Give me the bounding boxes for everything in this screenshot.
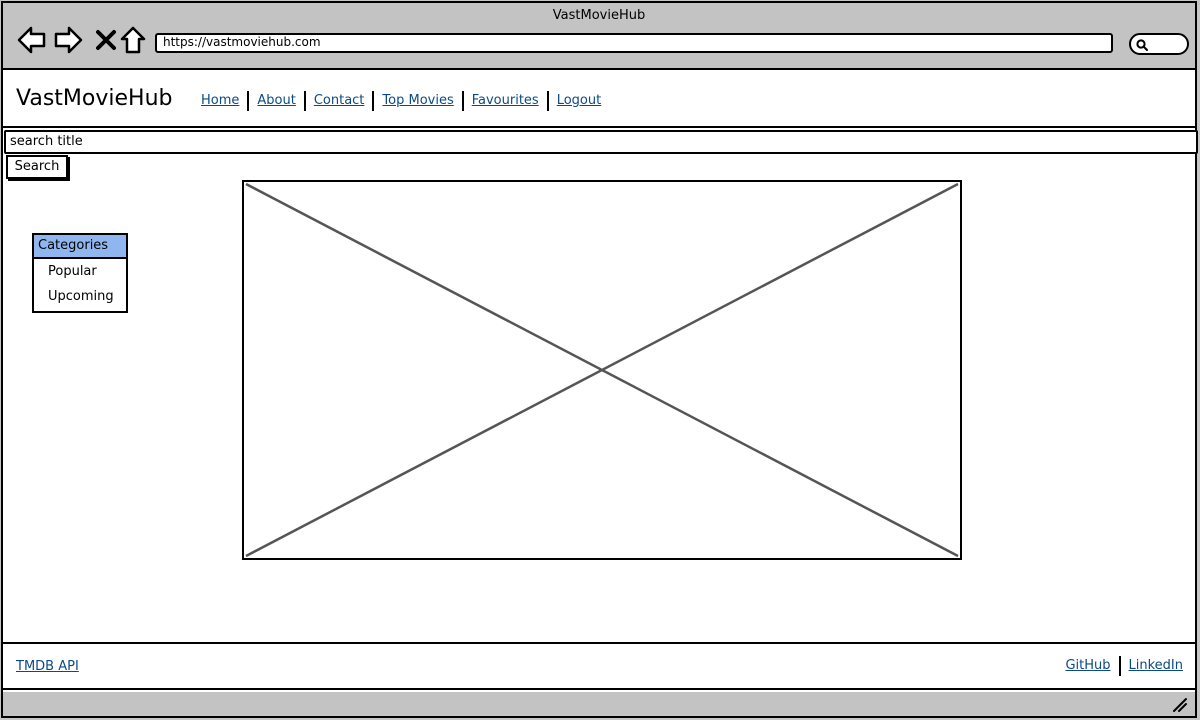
site-logo[interactable]: VastMovieHub (16, 86, 173, 111)
resize-grip-icon[interactable] (1171, 696, 1187, 712)
nav-divider (247, 91, 250, 111)
address-bar[interactable]: https://vastmoviehub.com (155, 33, 1113, 53)
browser-search-field[interactable] (1129, 33, 1189, 55)
browser-toolbar: VastMovieHub https://vastmoviehub.com (1, 1, 1197, 70)
categories-title[interactable]: Categories (34, 235, 126, 259)
nav-divider (372, 91, 375, 111)
categories-menu: Categories Popular Upcoming (32, 233, 128, 313)
tmdb-api-link[interactable]: TMDB API (16, 659, 79, 674)
site-header: VastMovieHub Home About Contact Top Movi… (3, 72, 1195, 128)
category-upcoming[interactable]: Upcoming (48, 289, 114, 304)
nav-favourites-link[interactable]: Favourites (471, 93, 539, 108)
footer-divider (1118, 656, 1121, 676)
site-footer: TMDB API GitHub LinkedIn (3, 642, 1195, 690)
nav-logout-link[interactable]: Logout (556, 93, 602, 108)
arrow-left-icon[interactable] (17, 25, 47, 55)
arrow-right-icon[interactable] (53, 25, 83, 55)
nav-about-link[interactable]: About (257, 93, 296, 108)
github-link[interactable]: GitHub (1065, 658, 1111, 673)
main-nav: Home About Contact Top Movies Favourites… (193, 91, 609, 111)
search-icon (1136, 39, 1148, 51)
status-bar (1, 692, 1197, 718)
nav-divider (303, 91, 306, 111)
nav-home-link[interactable]: Home (201, 93, 240, 108)
page-content: VastMovieHub Home About Contact Top Movi… (1, 70, 1198, 692)
window-title: VastMovieHub (552, 8, 646, 23)
category-popular[interactable]: Popular (48, 264, 97, 279)
nav-divider (546, 91, 549, 111)
nav-top-movies-link[interactable]: Top Movies (382, 93, 454, 108)
search-button[interactable]: Search (6, 155, 68, 179)
search-title-input[interactable]: search title (4, 130, 1198, 154)
linkedin-link[interactable]: LinkedIn (1128, 658, 1183, 673)
close-icon[interactable] (91, 25, 121, 55)
nav-contact-link[interactable]: Contact (313, 93, 365, 108)
nav-divider (461, 91, 464, 111)
home-icon[interactable] (118, 25, 148, 55)
footer-links: GitHub LinkedIn (1057, 656, 1183, 676)
image-placeholder (242, 180, 962, 560)
